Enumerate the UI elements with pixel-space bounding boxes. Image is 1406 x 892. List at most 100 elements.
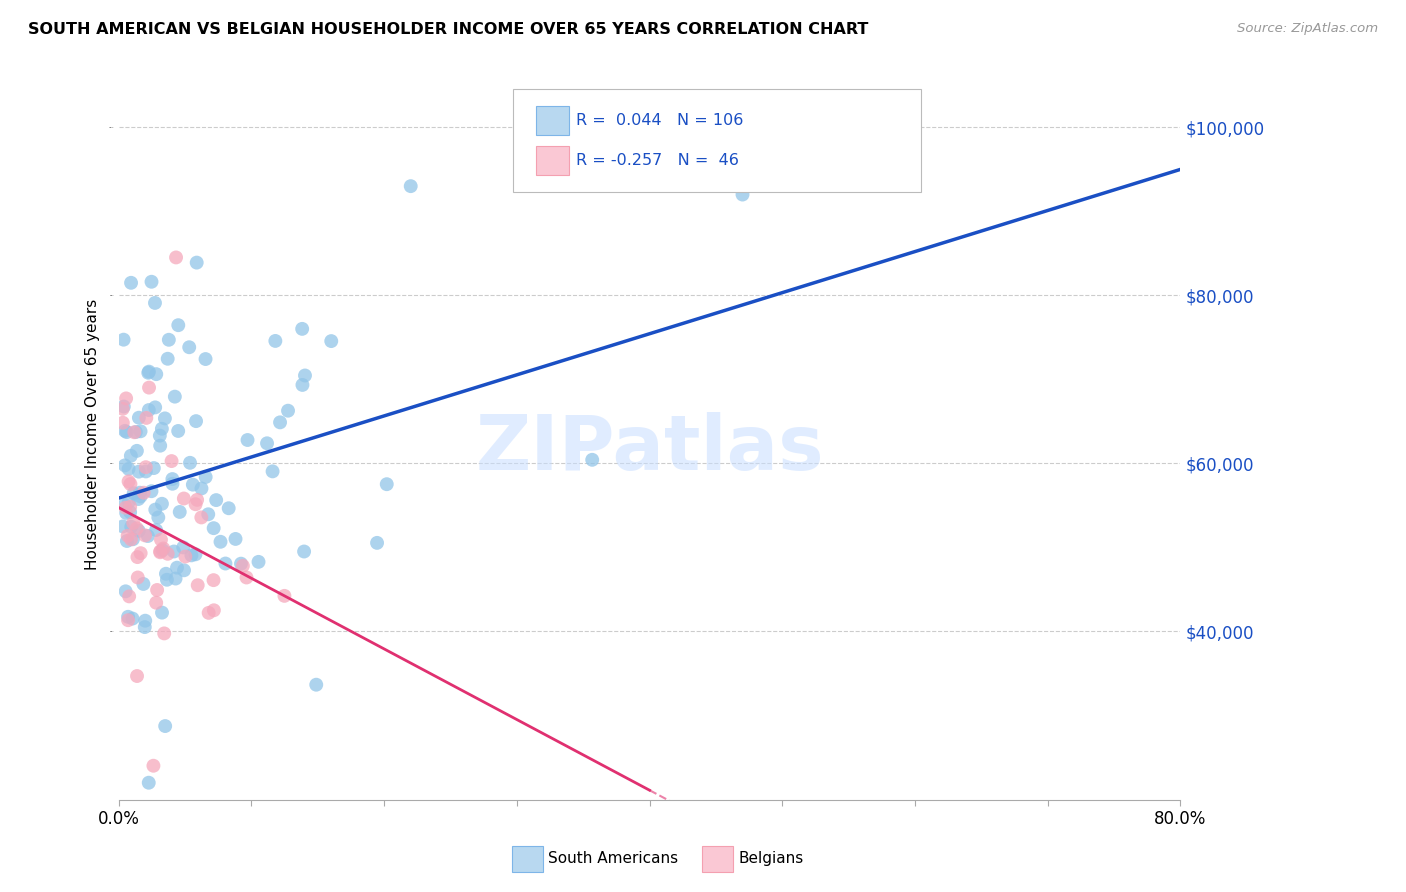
Point <box>120 276 142 290</box>
Point <box>135 460 157 475</box>
Point <box>256 436 278 450</box>
Point <box>174 549 197 564</box>
Point <box>190 482 212 496</box>
Y-axis label: Householder Income Over 65 years: Householder Income Over 65 years <box>86 299 100 570</box>
Point <box>209 534 232 549</box>
Point <box>143 401 166 415</box>
Point <box>121 611 143 625</box>
Point <box>399 179 422 194</box>
Point <box>115 392 138 406</box>
Point <box>229 557 252 571</box>
Point <box>125 521 148 535</box>
Text: ZIPatlas: ZIPatlas <box>475 411 824 485</box>
Point <box>146 582 169 597</box>
Point <box>153 411 176 425</box>
Point <box>156 351 179 366</box>
Text: Source: ZipAtlas.com: Source: ZipAtlas.com <box>1237 22 1378 36</box>
Point <box>167 318 190 333</box>
Point <box>152 543 174 558</box>
Point <box>218 501 240 516</box>
Point <box>160 454 183 468</box>
Point <box>291 378 314 392</box>
Point <box>149 428 172 442</box>
Point <box>112 400 135 414</box>
Point <box>114 498 136 512</box>
Point <box>120 477 142 491</box>
Text: R = -0.257   N =  46: R = -0.257 N = 46 <box>576 153 740 168</box>
Point <box>117 475 139 489</box>
Point <box>118 495 141 509</box>
Point <box>114 424 136 438</box>
Point <box>173 563 195 577</box>
Point <box>117 609 139 624</box>
Point <box>156 547 179 561</box>
Point <box>138 403 160 417</box>
Point <box>134 614 156 628</box>
Point <box>128 465 150 479</box>
Point <box>581 452 603 467</box>
Point <box>136 529 159 543</box>
Point <box>114 458 136 473</box>
Point <box>277 403 299 417</box>
Point <box>235 570 257 584</box>
Point <box>134 528 156 542</box>
Point <box>112 333 135 347</box>
Point <box>149 533 172 547</box>
Point <box>128 485 150 500</box>
Point <box>138 775 160 789</box>
Point <box>294 368 316 383</box>
Point <box>132 577 155 591</box>
Point <box>129 425 152 439</box>
Point <box>142 758 165 772</box>
Point <box>135 465 157 479</box>
Point <box>190 510 212 524</box>
Point <box>114 584 136 599</box>
Point <box>145 596 167 610</box>
Point <box>127 570 149 584</box>
Point <box>321 334 343 348</box>
Point <box>273 589 295 603</box>
Point <box>173 491 195 506</box>
Point <box>117 613 139 627</box>
Point <box>165 572 187 586</box>
Point <box>138 365 160 379</box>
Point <box>152 541 174 556</box>
Point <box>114 500 136 515</box>
Point <box>148 510 170 524</box>
Point <box>122 533 145 547</box>
Point <box>205 493 228 508</box>
Point <box>136 366 159 380</box>
Point <box>120 500 142 514</box>
Point <box>186 255 208 269</box>
Point <box>153 719 176 733</box>
Point <box>128 410 150 425</box>
Point <box>141 484 163 499</box>
Point <box>169 505 191 519</box>
Point <box>145 523 167 537</box>
Text: Belgians: Belgians <box>738 851 803 865</box>
Point <box>129 546 152 560</box>
Point <box>163 390 186 404</box>
Point <box>375 477 398 491</box>
Point <box>118 590 141 604</box>
Point <box>236 433 259 447</box>
Point <box>150 422 173 436</box>
Point <box>366 536 388 550</box>
Point <box>125 425 148 439</box>
Point <box>125 443 148 458</box>
Point <box>162 472 184 486</box>
Point <box>184 547 207 561</box>
Point <box>128 524 150 538</box>
Point <box>122 516 145 530</box>
Point <box>232 558 254 573</box>
Point <box>125 669 148 683</box>
Point <box>269 415 291 429</box>
Point <box>197 508 219 522</box>
Point <box>111 519 134 533</box>
Point <box>111 416 134 430</box>
Point <box>155 566 177 581</box>
Point <box>202 603 225 617</box>
Point <box>145 367 167 381</box>
Point <box>194 352 217 367</box>
Point <box>153 626 176 640</box>
